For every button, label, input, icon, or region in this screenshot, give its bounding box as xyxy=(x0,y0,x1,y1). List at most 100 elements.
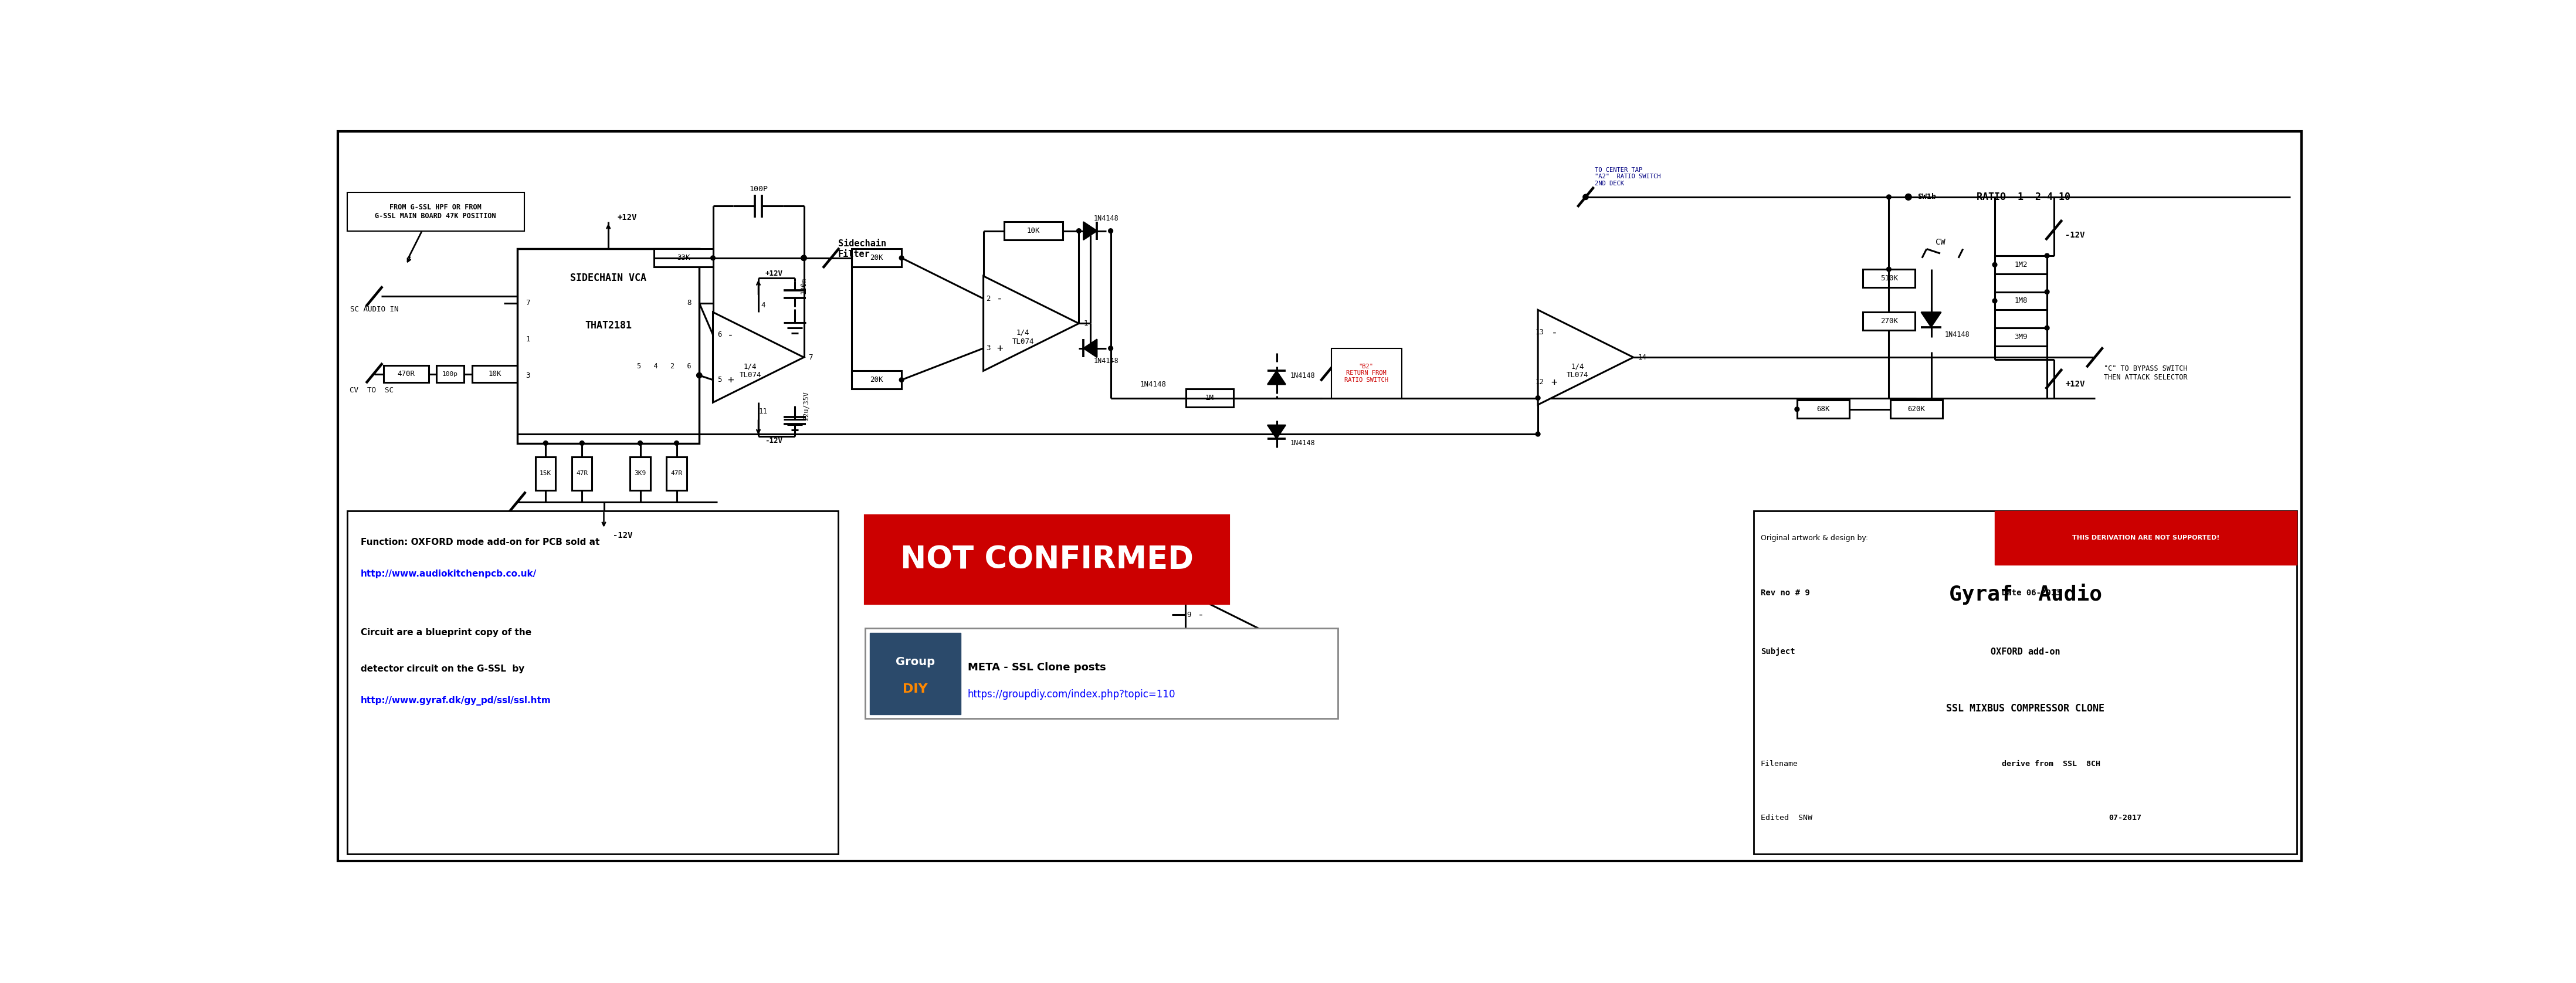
Text: 5   4   2   6: 5 4 2 6 xyxy=(636,363,690,371)
Polygon shape xyxy=(1922,313,1942,327)
Circle shape xyxy=(1795,407,1798,412)
Text: 100P: 100P xyxy=(750,185,768,193)
Text: SW1b: SW1b xyxy=(1917,194,1937,201)
Bar xyxy=(1862,269,1914,287)
Bar xyxy=(518,249,698,443)
Text: 2: 2 xyxy=(987,295,989,303)
Circle shape xyxy=(639,440,641,445)
Circle shape xyxy=(1087,229,1092,233)
Text: +: + xyxy=(997,343,1002,354)
Text: 470R: 470R xyxy=(397,371,415,377)
Text: +: + xyxy=(726,375,734,385)
Text: CW: CW xyxy=(1935,238,1945,247)
Text: 1/4
TL074: 1/4 TL074 xyxy=(1211,642,1234,659)
Text: 1/4
TL074: 1/4 TL074 xyxy=(1012,328,1033,345)
Circle shape xyxy=(1906,194,1911,201)
Text: +12V: +12V xyxy=(2066,380,2084,388)
Text: Sidechain
Filter: Sidechain Filter xyxy=(837,240,886,259)
Text: 3: 3 xyxy=(987,344,989,352)
Bar xyxy=(1891,400,1942,419)
Text: 1M2: 1M2 xyxy=(2014,260,2027,268)
Text: Rev no # 9: Rev no # 9 xyxy=(1759,589,1811,597)
Text: SIDECHAIN VCA: SIDECHAIN VCA xyxy=(569,273,647,283)
Text: 14: 14 xyxy=(1638,354,1646,361)
Text: 7: 7 xyxy=(809,354,814,361)
Bar xyxy=(1185,389,1234,407)
Bar xyxy=(1754,511,2298,854)
Bar xyxy=(1798,400,1850,419)
Text: Filename: Filename xyxy=(1759,760,1798,768)
Text: 100n: 100n xyxy=(801,277,809,294)
Text: http://www.audiokitchenpcb.co.uk/: http://www.audiokitchenpcb.co.uk/ xyxy=(361,569,536,578)
Text: 1N4148: 1N4148 xyxy=(1141,380,1167,388)
Text: 33K: 33K xyxy=(677,255,690,261)
Text: 5: 5 xyxy=(719,376,721,383)
Text: 1/4
TL074: 1/4 TL074 xyxy=(739,363,760,379)
Text: 7: 7 xyxy=(526,299,531,307)
Text: 3: 3 xyxy=(526,372,531,379)
Text: 1M8: 1M8 xyxy=(2014,297,2027,305)
Polygon shape xyxy=(1084,222,1097,240)
Text: 620K: 620K xyxy=(1909,405,1924,413)
Circle shape xyxy=(1991,262,1996,267)
Bar xyxy=(1994,511,2298,565)
Bar xyxy=(572,457,592,491)
Bar xyxy=(1862,313,1914,330)
Text: Group: Group xyxy=(896,657,935,667)
Circle shape xyxy=(1886,195,1891,200)
Text: OXFORD add-on: OXFORD add-on xyxy=(1991,648,2061,657)
Bar xyxy=(384,366,428,382)
Text: -12V: -12V xyxy=(2066,231,2084,240)
Text: 07-2017: 07-2017 xyxy=(2107,814,2141,822)
Bar xyxy=(631,457,649,491)
Text: +12V: +12V xyxy=(618,213,636,221)
Circle shape xyxy=(899,377,904,382)
Bar xyxy=(348,193,526,231)
Circle shape xyxy=(1886,267,1891,271)
Bar xyxy=(654,249,714,267)
Circle shape xyxy=(2045,325,2050,330)
Bar xyxy=(471,366,518,382)
Bar xyxy=(866,628,1337,719)
Circle shape xyxy=(2045,290,2050,294)
Text: 10K: 10K xyxy=(487,371,502,377)
Text: 10: 10 xyxy=(1182,656,1190,664)
Text: 20K: 20K xyxy=(871,255,884,261)
Text: https://groupdiy.com/index.php?topic=110: https://groupdiy.com/index.php?topic=110 xyxy=(969,689,1175,700)
Text: Original artwork & design by:: Original artwork & design by: xyxy=(1759,534,1868,542)
Text: Subject: Subject xyxy=(1759,648,1795,656)
Text: 6: 6 xyxy=(719,331,721,338)
Bar xyxy=(1005,222,1064,240)
Circle shape xyxy=(2045,254,2050,258)
Text: 1/4
TL074: 1/4 TL074 xyxy=(1566,363,1589,379)
Text: 4: 4 xyxy=(760,302,765,310)
Text: 1N4148: 1N4148 xyxy=(1095,214,1118,222)
Text: SC AUDIO IN: SC AUDIO IN xyxy=(350,306,399,313)
Text: derive from  SSL  8CH: derive from SSL 8CH xyxy=(2002,760,2099,768)
Circle shape xyxy=(1582,195,1589,200)
Text: 11: 11 xyxy=(757,408,768,416)
Text: 510K: 510K xyxy=(1880,274,1899,282)
Text: 3K9: 3K9 xyxy=(634,471,647,477)
Bar xyxy=(853,371,902,389)
Text: 9: 9 xyxy=(1188,610,1190,618)
Text: Gyraf  Audio: Gyraf Audio xyxy=(1950,584,2102,605)
Bar xyxy=(667,457,688,491)
Polygon shape xyxy=(1538,310,1633,405)
Text: 1N4148: 1N4148 xyxy=(1291,372,1316,379)
Circle shape xyxy=(696,373,703,378)
Circle shape xyxy=(1535,396,1540,400)
Text: 47R: 47R xyxy=(670,471,683,477)
Polygon shape xyxy=(1185,592,1278,682)
Text: 15K: 15K xyxy=(541,471,551,477)
Text: Function: OXFORD mode add-on for PCB sold at: Function: OXFORD mode add-on for PCB sol… xyxy=(361,538,600,547)
Text: TO CENTER TAP
"A2"  RATIO SWITCH
2ND DECK: TO CENTER TAP "A2" RATIO SWITCH 2ND DECK xyxy=(1595,167,1662,187)
Text: http://www.gyraf.dk/gy_pd/ssl/ssl.htm: http://www.gyraf.dk/gy_pd/ssl/ssl.htm xyxy=(361,696,551,706)
Bar xyxy=(1994,328,2048,346)
Text: "B2"
RETURN FROM
RATIO SWITCH: "B2" RETURN FROM RATIO SWITCH xyxy=(1345,364,1388,382)
Text: NOT CONFIRMED: NOT CONFIRMED xyxy=(902,545,1193,575)
Text: 20K: 20K xyxy=(871,376,884,383)
Text: 10K: 10K xyxy=(1028,227,1041,235)
Text: detector circuit on the G-SSL  by: detector circuit on the G-SSL by xyxy=(361,665,526,673)
Circle shape xyxy=(1108,346,1113,351)
